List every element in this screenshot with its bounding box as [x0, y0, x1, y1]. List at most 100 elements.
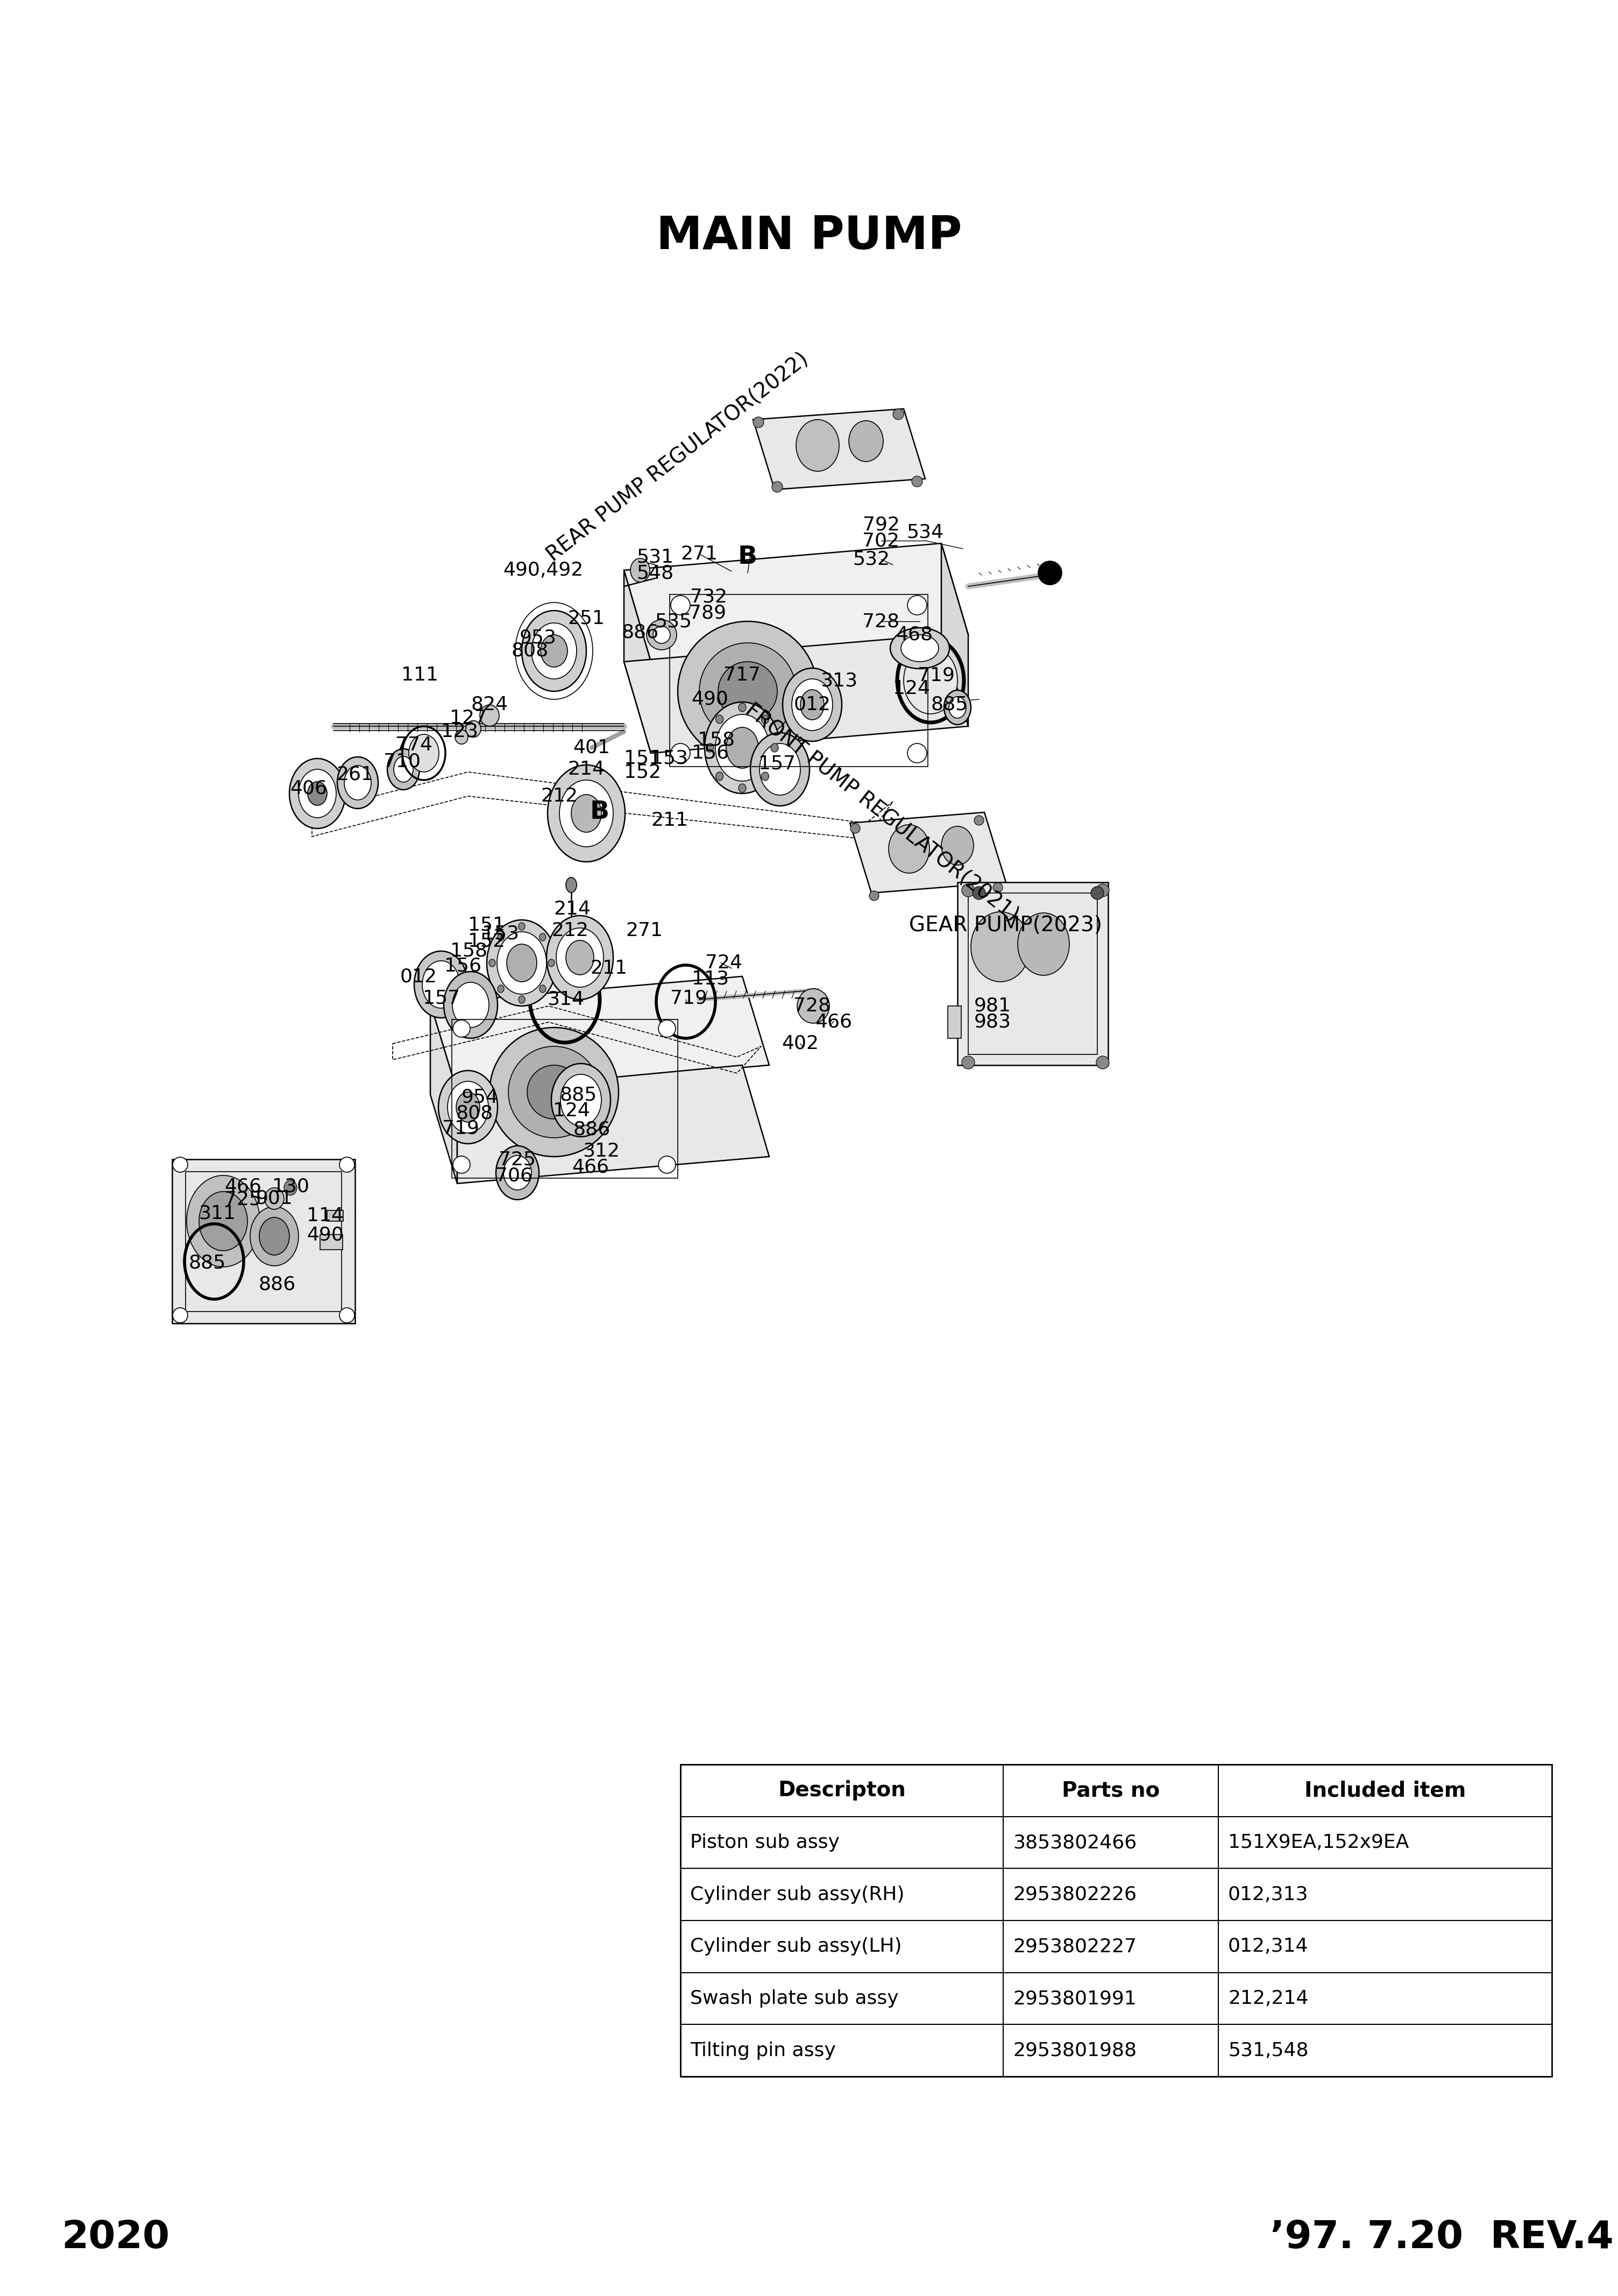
Ellipse shape	[759, 744, 801, 794]
Ellipse shape	[481, 705, 500, 726]
Ellipse shape	[414, 951, 468, 1017]
Text: 808: 808	[456, 1104, 493, 1123]
Ellipse shape	[798, 990, 830, 1024]
Ellipse shape	[547, 916, 613, 999]
Ellipse shape	[540, 634, 568, 668]
Ellipse shape	[659, 1157, 676, 1173]
Text: 885: 885	[930, 696, 968, 714]
Text: MAIN PUMP: MAIN PUMP	[657, 214, 961, 259]
Text: Descripton: Descripton	[778, 1779, 906, 1800]
Ellipse shape	[888, 824, 929, 872]
Polygon shape	[430, 976, 769, 1093]
Text: 535: 535	[655, 613, 693, 631]
Text: 706: 706	[495, 1166, 532, 1185]
Ellipse shape	[455, 730, 468, 744]
Ellipse shape	[489, 960, 495, 967]
Text: 901: 901	[256, 1189, 293, 1208]
Ellipse shape	[173, 1157, 188, 1173]
Text: 130: 130	[272, 1178, 309, 1196]
Ellipse shape	[908, 595, 927, 615]
Text: 114: 114	[307, 1208, 345, 1226]
Text: 466: 466	[573, 1157, 608, 1176]
Ellipse shape	[751, 732, 809, 806]
Text: 211: 211	[650, 810, 688, 829]
Text: 012,313: 012,313	[1228, 1885, 1309, 1903]
Text: 702: 702	[862, 530, 900, 549]
Text: FRONT PUMP REGULATOR(2021): FRONT PUMP REGULATOR(2021)	[741, 700, 1023, 925]
Text: 401: 401	[573, 739, 610, 758]
Ellipse shape	[762, 771, 769, 781]
Text: 124: 124	[553, 1102, 591, 1120]
Text: 212: 212	[540, 788, 578, 806]
Ellipse shape	[539, 932, 545, 941]
Text: 214: 214	[568, 760, 605, 778]
Polygon shape	[430, 1003, 458, 1182]
Ellipse shape	[497, 932, 547, 994]
Ellipse shape	[552, 1063, 610, 1137]
Ellipse shape	[393, 755, 413, 783]
Bar	[670, 595, 927, 767]
Text: 261: 261	[337, 765, 374, 783]
Text: 212: 212	[552, 921, 589, 939]
Text: 983: 983	[974, 1013, 1011, 1031]
Text: 251: 251	[568, 608, 605, 627]
Ellipse shape	[290, 758, 345, 829]
Text: 3853802466: 3853802466	[1013, 1835, 1137, 1851]
Ellipse shape	[678, 622, 817, 762]
Text: 313: 313	[820, 670, 858, 689]
Text: 312: 312	[582, 1141, 620, 1159]
Ellipse shape	[186, 1176, 260, 1267]
Ellipse shape	[654, 627, 670, 643]
Text: 012,314: 012,314	[1228, 1938, 1309, 1956]
Polygon shape	[458, 1065, 769, 1182]
Ellipse shape	[671, 595, 691, 615]
Ellipse shape	[560, 781, 613, 847]
Ellipse shape	[851, 824, 861, 833]
Text: 885: 885	[188, 1254, 227, 1272]
Text: 271: 271	[681, 544, 718, 563]
Ellipse shape	[974, 815, 984, 824]
Text: 789: 789	[689, 604, 726, 622]
Polygon shape	[625, 569, 650, 753]
Text: 490: 490	[691, 691, 728, 709]
Ellipse shape	[453, 983, 489, 1029]
Text: 490: 490	[307, 1226, 345, 1244]
Ellipse shape	[631, 558, 650, 583]
Bar	[172, 1159, 354, 1322]
Text: 157: 157	[422, 990, 460, 1008]
Bar	[186, 1171, 341, 1311]
Ellipse shape	[772, 482, 783, 491]
Bar	[968, 893, 1097, 1054]
Ellipse shape	[707, 744, 714, 753]
Text: 311: 311	[199, 1203, 236, 1221]
Text: 212,214: 212,214	[1228, 1988, 1309, 2007]
Text: 774: 774	[396, 737, 432, 753]
Ellipse shape	[547, 765, 625, 861]
Ellipse shape	[908, 744, 927, 762]
Polygon shape	[625, 634, 968, 753]
Text: 2953802227: 2953802227	[1013, 1938, 1136, 1956]
Polygon shape	[849, 813, 1006, 893]
Text: 710: 710	[383, 753, 421, 771]
Text: GEAR PUMP(2023): GEAR PUMP(2023)	[909, 916, 1102, 934]
Ellipse shape	[340, 1309, 354, 1322]
Ellipse shape	[1091, 886, 1103, 900]
Ellipse shape	[498, 932, 505, 941]
Text: Parts no: Parts no	[1061, 1779, 1160, 1800]
Text: 954: 954	[461, 1088, 498, 1107]
Ellipse shape	[497, 1146, 539, 1199]
Text: 402: 402	[781, 1035, 819, 1054]
Ellipse shape	[387, 748, 419, 790]
Ellipse shape	[566, 877, 576, 893]
Text: 012: 012	[794, 696, 830, 714]
Ellipse shape	[893, 409, 904, 420]
Ellipse shape	[801, 689, 824, 719]
Text: 728: 728	[862, 613, 900, 631]
Ellipse shape	[518, 923, 524, 930]
Ellipse shape	[659, 1019, 676, 1038]
Bar	[327, 1210, 343, 1221]
Ellipse shape	[199, 1192, 248, 1251]
Ellipse shape	[1097, 884, 1110, 898]
Text: Included item: Included item	[1304, 1779, 1466, 1800]
Text: 158: 158	[450, 941, 487, 960]
